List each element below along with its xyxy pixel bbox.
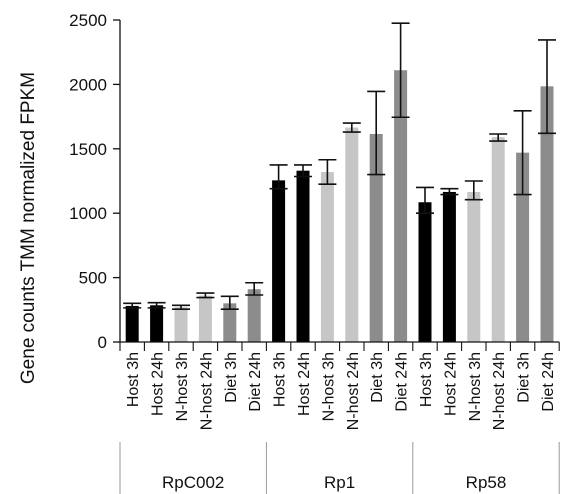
bar-Rp58-Diet-24h [540, 86, 554, 342]
bar-Rp1-N-host-3h [320, 171, 334, 342]
y-axis-label: Gene counts TMM normalized FPKM [18, 72, 39, 384]
bar-Rp58-N-host-3h [467, 191, 481, 342]
group-label: RpC002 [162, 473, 224, 492]
bar-RpC002-Diet-3h [223, 303, 237, 342]
category-tick-label: N-host 24h [345, 352, 362, 430]
bar-Rp58-Host-24h [442, 191, 456, 342]
error-bar [123, 302, 142, 309]
category-tick-label: Host 3h [125, 352, 142, 407]
y-tick-label: 500 [79, 269, 107, 288]
bars [120, 70, 560, 343]
y-axis: 0 500 1000 1500 2000 2500 [69, 11, 121, 352]
category-tick-label: Diet 3h [223, 352, 240, 403]
group-label: Rp58 [466, 473, 507, 492]
category-tick-label: Diet 3h [516, 352, 533, 403]
category-tick-label: Diet 24h [540, 352, 557, 412]
error-bar [318, 158, 337, 186]
group-axis: RpC002 Rp1 Rp58 [119, 442, 560, 494]
error-bar [294, 164, 312, 178]
y-tick-label: 2000 [69, 75, 107, 94]
error-bar [464, 180, 483, 201]
y-tick-label: 2500 [69, 11, 107, 30]
category-tick-label: Host 3h [418, 352, 435, 407]
error-bars [123, 22, 556, 310]
error-bar [367, 90, 386, 176]
category-tick-label: Host 24h [150, 352, 167, 416]
error-bar [245, 281, 264, 296]
category-tick-label: Host 3h [272, 352, 289, 407]
bar-RpC002-Diet-24h [247, 289, 261, 342]
error-bar [513, 110, 532, 196]
bar-RpC002-N-host-24h [198, 295, 212, 342]
category-tick-label: N-host 3h [467, 352, 484, 421]
category-tick-label: Host 24h [296, 352, 313, 416]
category-tick-label: N-host 3h [320, 352, 337, 421]
bar-RpC002-Host-3h [125, 305, 139, 342]
bar-Rp1-Host-3h [272, 180, 286, 342]
category-tick-label: Diet 3h [369, 352, 386, 403]
bar-Rp58-Diet-3h [516, 152, 530, 342]
category-tick-label: N-host 24h [491, 352, 508, 430]
error-bar [416, 186, 434, 214]
category-tick-label: Diet 24h [247, 352, 264, 412]
bar-Rp58-N-host-24h [491, 137, 505, 342]
error-bar [269, 164, 288, 190]
category-axis: Host 3h Host 24h N-host 3h N-host 24h Diet 3… [119, 342, 560, 430]
y-tick-label: 1000 [69, 204, 107, 223]
error-bar [391, 22, 410, 119]
y-tick-label: 0 [98, 333, 107, 352]
category-tick-label: N-host 3h [174, 352, 191, 421]
bar-RpC002-Host-24h [150, 305, 164, 342]
error-bar [196, 292, 215, 299]
bar-Rp58-Host-3h [418, 202, 432, 342]
error-bar [172, 304, 190, 310]
group-label: Rp1 [324, 473, 355, 492]
bar-RpC002-N-host-3h [174, 307, 188, 342]
error-bar [440, 187, 459, 196]
bar-Rp1-Diet-3h [369, 133, 383, 342]
category-tick-label: Diet 24h [394, 352, 411, 412]
error-bar [538, 39, 556, 135]
category-tick-label: Host 24h [442, 352, 459, 416]
error-bar [489, 133, 508, 142]
bar-Rp1-Host-24h [296, 170, 310, 342]
bar-Rp1-Diet-24h [394, 70, 408, 343]
y-tick-label: 1500 [69, 140, 107, 159]
bar-Rp1-N-host-24h [345, 127, 359, 342]
category-tick-label: N-host 24h [198, 352, 215, 430]
error-bar [342, 122, 361, 133]
error-bar [147, 301, 166, 309]
error-bar [220, 295, 239, 310]
